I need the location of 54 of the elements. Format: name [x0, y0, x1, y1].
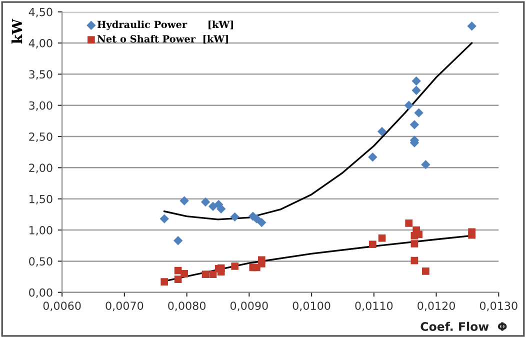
x-axis-title: Coef. Flow Φ — [420, 322, 507, 331]
point — [404, 100, 414, 110]
point — [209, 270, 217, 278]
y-tick-label: 0,00 — [29, 288, 52, 298]
point — [231, 262, 239, 270]
x-tick-label: 0,0110 — [355, 302, 393, 312]
y-tick-label: 2,00 — [29, 164, 52, 174]
y-tick-label: 2,50 — [29, 132, 52, 142]
y-tick-label: 1,00 — [30, 226, 52, 236]
point — [368, 152, 378, 162]
legend-label: Net o Shaft Power [kW] — [97, 34, 228, 44]
point — [180, 270, 188, 278]
x-tick-label: 0,0070 — [106, 302, 144, 312]
x-tick-label: 0,0120 — [418, 302, 455, 312]
y-axis-title: kW — [12, 18, 22, 44]
y-tick-label: 4,50 — [28, 8, 52, 18]
point — [405, 219, 413, 227]
legend-label: Hydraulic Power [kW] — [97, 20, 234, 30]
point — [230, 212, 240, 222]
x-tick-label: 0,0060 — [43, 302, 81, 312]
point — [257, 218, 266, 228]
y-tick-label: 3,50 — [29, 70, 52, 80]
point — [216, 204, 226, 214]
x-tick-label: 0,0090 — [230, 302, 268, 312]
point — [410, 256, 418, 264]
point — [200, 197, 210, 207]
point — [412, 86, 421, 95]
point — [258, 260, 266, 268]
point — [412, 76, 421, 86]
point — [180, 196, 189, 206]
point — [410, 120, 420, 130]
x-tick-label: 0,0100 — [292, 302, 330, 312]
y-tick-label: 3,00 — [29, 101, 52, 111]
point — [410, 240, 418, 248]
point — [202, 270, 210, 278]
point — [421, 160, 430, 170]
y-tick-label: 0,50 — [29, 257, 52, 267]
line-series — [164, 42, 473, 220]
point — [468, 231, 476, 239]
point — [414, 108, 424, 118]
x-tick-label: 0,0130 — [480, 302, 518, 312]
x-tick-label: 0,0080 — [168, 302, 206, 312]
point — [160, 278, 168, 286]
point — [422, 268, 430, 275]
y-tick-label: 4,00 — [28, 38, 52, 49]
point — [368, 240, 376, 248]
point — [160, 214, 169, 224]
point — [173, 236, 183, 246]
point — [174, 276, 182, 283]
point — [378, 234, 386, 242]
point — [377, 126, 387, 136]
point — [467, 22, 476, 31]
point — [217, 268, 225, 276]
y-tick-label: 1,50 — [30, 194, 52, 204]
